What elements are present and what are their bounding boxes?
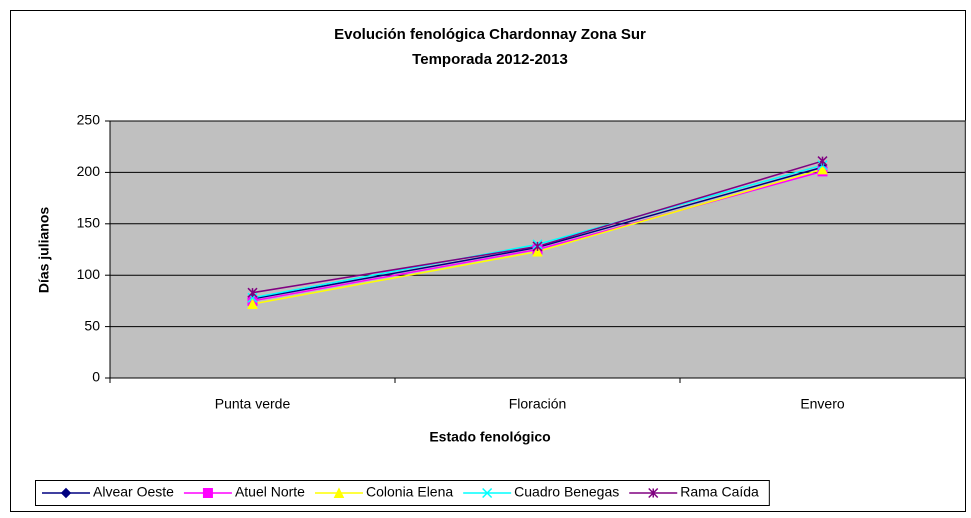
y-tick-label: 100: [77, 266, 101, 282]
y-tick-label: 150: [77, 215, 101, 231]
y-tick-label: 0: [92, 369, 100, 385]
x-tick-label: Envero: [800, 396, 845, 412]
chart-subtitle: Temporada 2012-2013: [412, 51, 568, 68]
legend-label: Atuel Norte: [235, 484, 305, 500]
x-tick-label: Floración: [509, 396, 567, 412]
y-tick-label: 200: [77, 163, 101, 179]
legend-label: Alvear Oeste: [93, 484, 174, 500]
legend-label: Cuadro Benegas: [514, 484, 619, 500]
y-tick-label: 250: [77, 112, 101, 128]
marker: [333, 487, 345, 498]
x-tick-label: Punta verde: [215, 396, 291, 412]
marker: [202, 488, 213, 498]
legend-label: Colonia Elena: [366, 484, 453, 500]
marker: [247, 287, 258, 298]
x-axis-label: Estado fenológico: [429, 429, 550, 445]
marker: [817, 156, 828, 167]
marker: [532, 245, 543, 257]
marker: [532, 241, 543, 252]
y-axis-label: Días julianos: [36, 207, 52, 294]
marker: [817, 163, 828, 175]
marker: [648, 487, 659, 499]
marker: [247, 298, 258, 309]
legend-label: Rama Caída: [680, 484, 759, 500]
y-tick-label: 50: [84, 317, 100, 333]
marker: [482, 487, 493, 499]
marker: [60, 487, 72, 499]
chart-title: Evolución fenológica Chardonnay Zona Sur: [334, 26, 646, 43]
